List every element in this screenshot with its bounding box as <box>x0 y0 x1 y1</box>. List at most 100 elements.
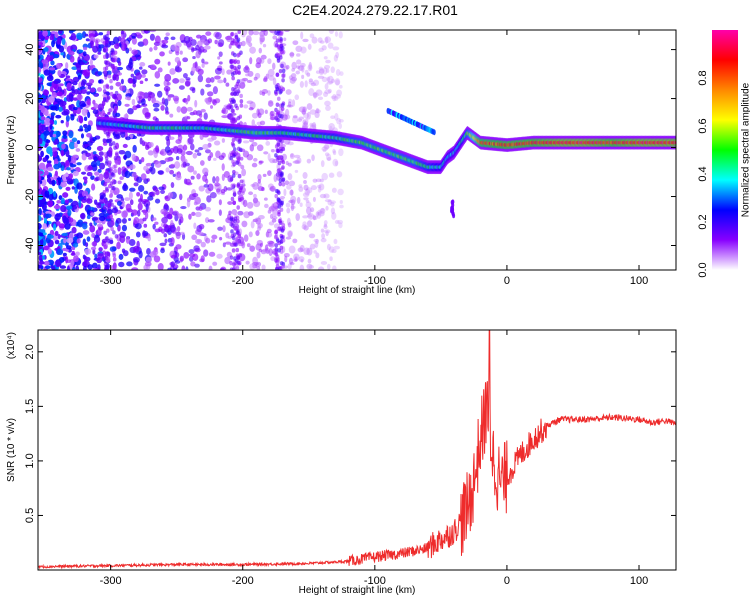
noise-cell <box>276 238 280 243</box>
noise-cell <box>326 76 331 82</box>
noise-cell <box>105 138 110 143</box>
noise-cell <box>261 88 269 94</box>
noise-cell <box>124 197 131 202</box>
noise-cell <box>38 181 41 190</box>
noise-cell <box>275 38 280 43</box>
noise-cell <box>295 45 303 53</box>
noise-cell <box>96 87 103 92</box>
noise-cell <box>263 76 268 82</box>
noise-cell <box>45 213 52 219</box>
noise-cell <box>268 75 275 81</box>
noise-cell <box>226 187 233 191</box>
noise-cell <box>281 182 286 187</box>
noise-cell <box>67 209 72 217</box>
noise-cell <box>287 222 292 228</box>
noise-cell <box>249 263 256 270</box>
noise-cell <box>204 97 211 103</box>
noise-cell <box>245 37 250 45</box>
noise-cell <box>71 200 79 206</box>
noise-cell <box>185 266 189 270</box>
noise-cell <box>280 63 284 69</box>
noise-cell <box>330 95 336 100</box>
noise-cell <box>241 168 247 177</box>
noise-cell <box>292 238 298 244</box>
noise-cell <box>139 91 145 96</box>
noise-cell <box>256 251 261 259</box>
noise-cell <box>303 184 309 191</box>
noise-cell <box>223 77 227 84</box>
noise-cell <box>289 77 296 84</box>
noise-cell <box>135 231 141 238</box>
noise-cell <box>169 147 175 154</box>
noise-cell <box>65 205 73 210</box>
noise-cell <box>60 181 67 188</box>
noise-cell <box>271 203 275 212</box>
noise-cell <box>119 205 123 210</box>
noise-cell <box>154 58 161 65</box>
noise-cell <box>118 253 124 260</box>
noise-cell <box>279 207 284 212</box>
noise-cell <box>84 242 89 247</box>
noise-cell <box>205 237 211 244</box>
noise-cell <box>54 98 62 103</box>
noise-cell <box>298 186 304 192</box>
noise-cell <box>131 35 136 39</box>
noise-cell <box>325 230 329 237</box>
noise-cell <box>274 43 279 48</box>
noise-cell <box>315 238 319 245</box>
noise-cell <box>190 39 197 46</box>
noise-cell <box>230 91 235 96</box>
noise-cell <box>276 53 280 58</box>
noise-cell <box>174 56 181 63</box>
noise-cell <box>154 83 161 87</box>
noise-cell <box>283 30 291 33</box>
noise-cell <box>310 185 318 191</box>
noise-cell <box>288 245 296 254</box>
noise-cell <box>300 259 304 263</box>
noise-cell <box>157 67 163 73</box>
noise-cell <box>332 150 337 156</box>
noise-cell <box>301 108 307 115</box>
noise-cell <box>289 152 295 160</box>
noise-cell <box>307 213 315 220</box>
noise-cell <box>231 235 236 241</box>
noise-cell <box>187 137 194 145</box>
noise-cell <box>287 263 292 270</box>
noise-cell <box>241 240 246 249</box>
noise-cell <box>93 103 99 109</box>
noise-cell <box>161 43 167 48</box>
noise-cell <box>281 165 285 170</box>
noise-cell <box>90 246 97 251</box>
noise-cell <box>303 247 310 256</box>
noise-cell <box>38 170 44 175</box>
noise-cell <box>119 235 126 243</box>
noise-cell <box>285 161 289 166</box>
noise-cell <box>92 45 99 53</box>
noise-cell <box>335 51 339 59</box>
noise-cell <box>267 170 272 176</box>
noise-cell <box>66 82 72 91</box>
noise-cell <box>237 260 242 266</box>
noise-cell <box>339 71 344 76</box>
noise-cell <box>235 81 240 86</box>
noise-cell <box>90 40 94 49</box>
noise-cell <box>302 215 309 219</box>
noise-cell <box>301 64 305 73</box>
noise-cell <box>114 66 118 71</box>
noise-cell <box>242 140 250 144</box>
noise-cell <box>280 158 284 163</box>
noise-cell <box>103 152 107 157</box>
noise-cell <box>266 243 274 247</box>
noise-cell <box>177 213 183 219</box>
noise-cell <box>236 59 241 65</box>
noise-cell <box>113 93 117 99</box>
noise-cell <box>265 249 270 254</box>
noise-cell <box>159 242 167 247</box>
noise-cell <box>193 222 197 230</box>
noise-cell <box>220 188 226 194</box>
noise-cell <box>201 63 205 68</box>
noise-cell <box>183 251 190 259</box>
noise-cell <box>299 202 303 207</box>
noise-cell <box>268 221 275 226</box>
